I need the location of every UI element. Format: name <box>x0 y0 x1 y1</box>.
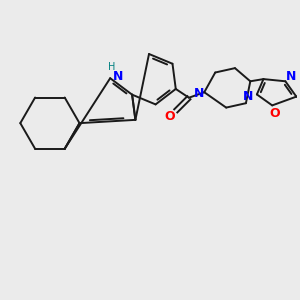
Text: N: N <box>243 90 253 103</box>
Text: N: N <box>286 70 296 83</box>
Text: H: H <box>108 62 115 72</box>
Text: O: O <box>164 110 175 123</box>
Text: O: O <box>269 106 280 120</box>
Text: N: N <box>194 87 204 100</box>
Text: N: N <box>113 70 123 83</box>
